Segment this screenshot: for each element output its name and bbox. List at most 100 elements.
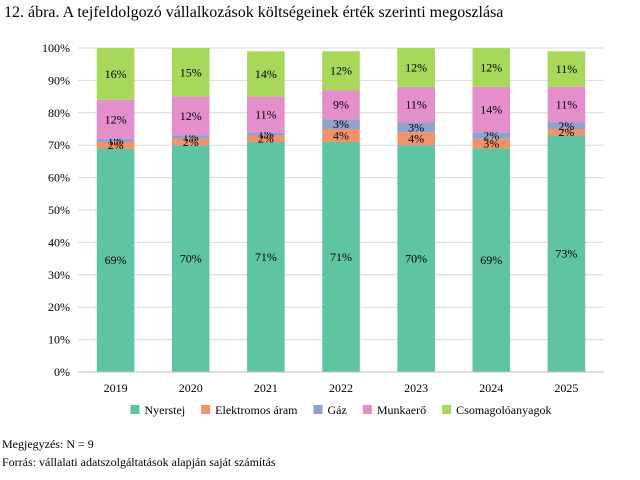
data-label: 71% — [330, 250, 352, 264]
bar-segment — [397, 86, 435, 123]
bar-segment — [96, 48, 135, 100]
legend-swatch — [130, 405, 140, 414]
data-label: 70% — [180, 252, 202, 266]
bar-segment — [247, 96, 285, 133]
bar-segment — [547, 129, 586, 136]
bar-segment — [547, 51, 586, 87]
legend: Nyerstej Elektromos áram Gáz Munkaerő Csomag… — [130, 403, 551, 417]
x-tick-label: 2020 — [179, 381, 203, 395]
bar-segment — [547, 135, 586, 372]
bar-segment — [322, 90, 360, 120]
y-tick-label: 30% — [48, 268, 70, 282]
legend-label: Munkaerő — [377, 403, 426, 417]
x-tick-label: 2021 — [254, 381, 278, 395]
data-label: 70% — [405, 252, 427, 266]
y-tick-label: 0% — [54, 365, 70, 379]
data-label: 11% — [556, 62, 578, 76]
data-label: 15% — [180, 65, 202, 79]
legend-swatch — [313, 405, 323, 414]
y-axis: 0% 10% 20% 30% 40% 50% 60% 70% 80% 90% 100% — [42, 41, 70, 379]
x-axis: 2019 2020 2021 2022 2023 2024 2025 — [78, 371, 604, 395]
legend-label: Gáz — [327, 403, 346, 417]
bar-segment — [397, 48, 435, 87]
legend-label: Nyerstej — [145, 403, 186, 417]
legend-item: Csomagolóanyagok — [442, 403, 551, 417]
bar-segment — [397, 132, 435, 146]
data-label: 69% — [105, 253, 127, 267]
bar-segment — [96, 148, 135, 372]
x-tick-label: 2024 — [479, 381, 503, 395]
bar-segment — [472, 48, 511, 87]
legend-item: Nyerstej — [130, 403, 186, 417]
bar-segment — [397, 145, 435, 372]
bar-segment — [472, 86, 511, 133]
bar-segment — [247, 141, 285, 372]
bar-segment — [547, 122, 586, 129]
bar-segment — [96, 99, 135, 139]
chart-note: Megjegyzés: N = 9 — [2, 437, 94, 451]
data-label: 69% — [480, 253, 502, 267]
bar-segment — [171, 145, 210, 372]
y-tick-label: 90% — [48, 73, 70, 87]
bar-segment — [322, 119, 360, 129]
data-label: 12% — [330, 64, 352, 78]
bar-segment — [472, 148, 511, 372]
bar-segment — [472, 138, 511, 149]
data-label: 14% — [480, 103, 502, 117]
legend-label: Csomagolóanyagok — [456, 403, 551, 417]
data-label: 12% — [180, 109, 202, 123]
y-tick-label: 100% — [42, 41, 70, 55]
data-label: 12% — [405, 60, 427, 74]
bar-segment — [96, 141, 135, 149]
bar-segment — [96, 138, 135, 142]
y-tick-label: 10% — [48, 333, 70, 347]
legend-swatch — [201, 405, 211, 414]
bar-segment — [171, 96, 210, 136]
data-label: 3% — [333, 117, 349, 131]
data-label: 16% — [105, 67, 127, 81]
stacked-bar-chart: 0%10%20%30%40%50%60%70%80%90%100% 69%2%1… — [42, 41, 604, 417]
bar-segment — [171, 135, 210, 139]
legend-label: Elektromos áram — [215, 403, 298, 417]
x-tick-label: 2022 — [329, 381, 353, 395]
y-tick-label: 70% — [48, 138, 70, 152]
chart-source: Forrás: vállalati adatszolgáltatások ala… — [2, 455, 276, 469]
legend-item: Munkaerő — [362, 403, 426, 417]
y-tick-label: 50% — [48, 203, 70, 217]
legend-item: Elektromos áram — [201, 403, 298, 417]
data-label: 73% — [555, 247, 577, 261]
data-label: 71% — [255, 250, 277, 264]
bar-segment — [472, 132, 511, 139]
chart-title: 12. ábra. A tejfeldolgozó vállalkozások … — [4, 4, 504, 21]
bar-segment — [247, 132, 285, 136]
legend-swatch — [442, 405, 452, 414]
bar-segment — [322, 51, 360, 91]
data-label: 11% — [255, 107, 277, 121]
data-label: 12% — [105, 112, 127, 126]
x-tick-label: 2025 — [554, 381, 578, 395]
y-tick-label: 20% — [48, 300, 70, 314]
data-label: 14% — [255, 67, 277, 81]
bar-segment — [171, 48, 210, 97]
bars: 69%2%1%12%16%70%2%1%12%15%71%2%1%11%14%7… — [96, 48, 586, 372]
data-label: 4% — [333, 128, 349, 142]
x-tick-label: 2019 — [104, 381, 128, 395]
bar-segment — [171, 138, 210, 146]
y-tick-label: 40% — [48, 235, 70, 249]
data-label: 9% — [333, 98, 349, 112]
data-label: 11% — [556, 98, 578, 112]
bar-segment — [247, 51, 285, 97]
data-label: 3% — [483, 137, 499, 151]
bar-segment — [247, 135, 285, 142]
y-tick-label: 60% — [48, 171, 70, 185]
data-label: 11% — [405, 98, 427, 112]
legend-swatch — [362, 405, 372, 414]
data-label: 3% — [408, 120, 424, 134]
bar-segment — [322, 141, 360, 372]
legend-item: Gáz — [313, 403, 347, 417]
x-tick-label: 2023 — [404, 381, 428, 395]
data-label: 4% — [408, 132, 424, 146]
data-label: 12% — [480, 60, 502, 74]
bar-segment — [547, 86, 586, 123]
bar-segment — [397, 122, 435, 133]
